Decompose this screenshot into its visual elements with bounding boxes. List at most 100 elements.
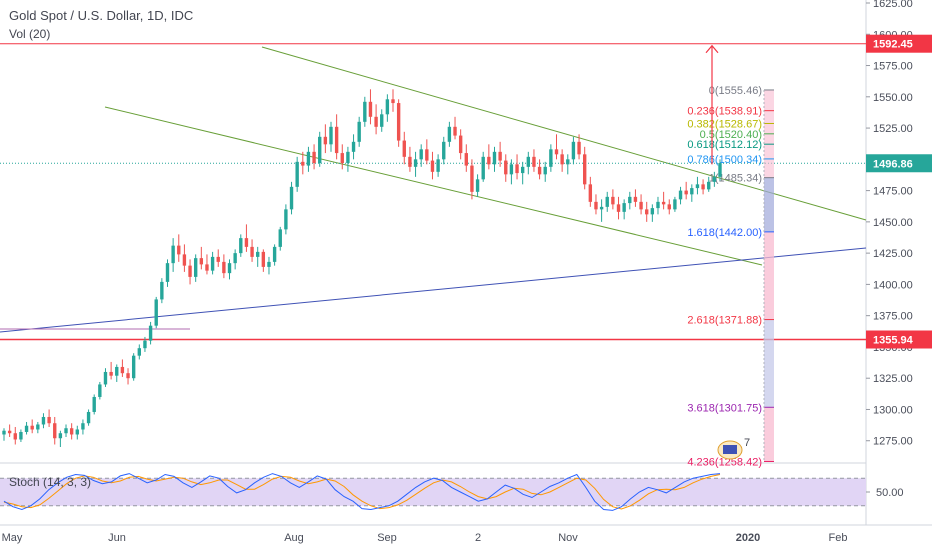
stoch-tick-label: 50.00 xyxy=(876,487,904,499)
stoch-k-line xyxy=(3,473,721,511)
candle-body xyxy=(583,154,587,185)
fib-level-label: 1(1485.34) xyxy=(709,173,762,185)
candle-body xyxy=(363,101,367,122)
price-tag-label: 1496.86 xyxy=(873,158,913,170)
time-axis-label: Jun xyxy=(108,532,126,544)
candle-body xyxy=(487,156,491,165)
candle-body xyxy=(143,340,147,349)
time-axis-label: Nov xyxy=(558,532,578,544)
candle-body xyxy=(278,229,282,247)
fib-level-label: 3.618(1301.75) xyxy=(687,402,762,414)
candle-body xyxy=(36,424,40,430)
candle-body xyxy=(193,258,198,277)
candle-body xyxy=(244,238,249,247)
fib-level-label: 0.382(1528.67) xyxy=(687,118,762,130)
candle-body xyxy=(227,263,232,274)
candle-body xyxy=(667,204,671,210)
candle-body xyxy=(622,203,626,212)
candle-body xyxy=(205,264,209,271)
candle-body xyxy=(216,256,220,262)
time-axis-label: Aug xyxy=(284,532,304,544)
price-tick-label: 1475.00 xyxy=(873,186,913,198)
candle-body xyxy=(380,114,384,127)
price-tick-label: 1525.00 xyxy=(873,123,913,135)
candle-body xyxy=(475,179,480,192)
candle-body xyxy=(639,201,643,210)
candle-body xyxy=(165,263,170,282)
candle-body xyxy=(633,196,638,202)
candle-body xyxy=(199,258,204,265)
candle-body xyxy=(120,366,125,374)
fib-level-label: 0.5(1520.40) xyxy=(700,129,762,141)
candle-body xyxy=(453,126,457,136)
candle-body xyxy=(515,164,519,174)
candle-body xyxy=(2,430,6,435)
candle-body xyxy=(148,325,153,341)
candle-body xyxy=(7,430,12,434)
fib-level-label: 2.618(1371.88) xyxy=(687,315,762,327)
candle-body xyxy=(357,121,361,142)
candle-body xyxy=(678,190,683,200)
candle-body xyxy=(64,428,68,434)
volume-label: Vol (20) xyxy=(9,27,51,41)
price-tick-label: 1275.00 xyxy=(873,436,913,448)
candle-body xyxy=(701,184,705,190)
candle-body xyxy=(430,160,435,172)
price-tick-label: 1325.00 xyxy=(873,373,913,385)
candle-body xyxy=(272,246,277,262)
price-tick-label: 1575.00 xyxy=(873,61,913,73)
price-tag-label: 1592.45 xyxy=(873,39,913,51)
time-axis-label: Feb xyxy=(829,532,848,544)
candle-body xyxy=(154,299,158,326)
fib-level-label: 0.236(1538.91) xyxy=(687,106,762,118)
price-tick-label: 1375.00 xyxy=(873,311,913,323)
candle-body xyxy=(447,126,452,142)
candle-body xyxy=(289,186,294,210)
price-tag-background xyxy=(866,34,932,53)
fib-level-label: 0.618(1512.12) xyxy=(687,139,762,151)
price-tick-label: 1425.00 xyxy=(873,248,913,260)
stoch-label: Stoch (14, 3, 3) xyxy=(9,475,92,489)
chart-title: Gold Spot / U.S. Dollar, 1D, IDC xyxy=(9,8,194,23)
candle-body xyxy=(599,206,604,210)
candle-body xyxy=(571,141,576,160)
candle-body xyxy=(233,253,237,264)
fib-zone-bottom xyxy=(764,407,774,462)
candle-body xyxy=(396,103,401,141)
candle-body xyxy=(650,208,655,215)
price-tick-label: 1550.00 xyxy=(873,92,913,104)
candle-body xyxy=(684,190,688,195)
time-axis-label: 2 xyxy=(475,532,481,544)
candle-body xyxy=(656,201,660,209)
candle-body xyxy=(673,199,677,210)
fib-zone-blue xyxy=(764,177,774,232)
candle-body xyxy=(340,153,344,164)
fib-level-label: 0.786(1500.34) xyxy=(687,154,762,166)
candle-body xyxy=(492,151,497,165)
candle-body xyxy=(532,156,536,167)
candle-body xyxy=(109,371,113,376)
candle-body xyxy=(509,164,514,175)
price-tag-label: 1355.94 xyxy=(873,335,914,347)
candle-body xyxy=(385,99,390,115)
candle-body xyxy=(210,256,215,271)
candle-body xyxy=(86,411,91,424)
candle-body xyxy=(458,135,463,154)
candle-body xyxy=(520,166,525,174)
candle-body xyxy=(690,188,694,195)
time-axis-label: May xyxy=(2,532,23,544)
candle-body xyxy=(566,159,570,165)
candle-body xyxy=(188,265,192,277)
candle-body xyxy=(464,153,468,166)
candle-body xyxy=(695,184,700,189)
candle-body xyxy=(351,141,356,152)
time-axis-label: Sep xyxy=(377,532,397,544)
candle-body xyxy=(171,245,175,264)
candle-body xyxy=(346,151,350,164)
candle-body xyxy=(504,160,508,175)
long-support-trendline xyxy=(0,247,867,333)
candle-body xyxy=(13,433,17,440)
candle-body xyxy=(19,431,23,440)
